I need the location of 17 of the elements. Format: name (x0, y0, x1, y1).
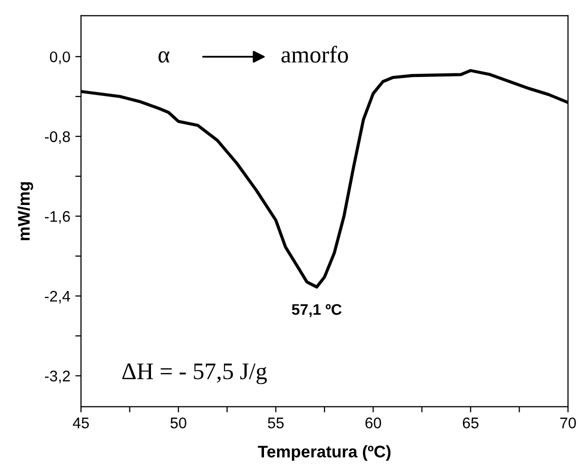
y-tick-label: -3,2 (44, 370, 70, 384)
y-tick-label: 0,0 (50, 51, 70, 64)
annotation: ΔH = - 57,5 J/g (122, 363, 267, 384)
y-tick-label: -1,6 (44, 211, 70, 224)
x-tick-label: 55 (268, 418, 284, 428)
annotation: amorfo (282, 46, 348, 63)
x-tick-label: 50 (170, 418, 186, 428)
x-tick-label: 45 (72, 418, 89, 428)
x-tick-label: 60 (365, 418, 382, 428)
y-axis-title: mW/mg (18, 182, 34, 240)
annotation: 57,1 ºC (292, 304, 342, 318)
y-tick-label: -2,4 (44, 290, 70, 304)
y-tick-label: -0,8 (44, 131, 70, 144)
x-tick-label: 65 (462, 418, 478, 428)
x-tick-label: 70 (560, 418, 576, 428)
annotation: α (158, 51, 170, 63)
x-axis-title: Temperatura (ºC) (258, 445, 390, 461)
